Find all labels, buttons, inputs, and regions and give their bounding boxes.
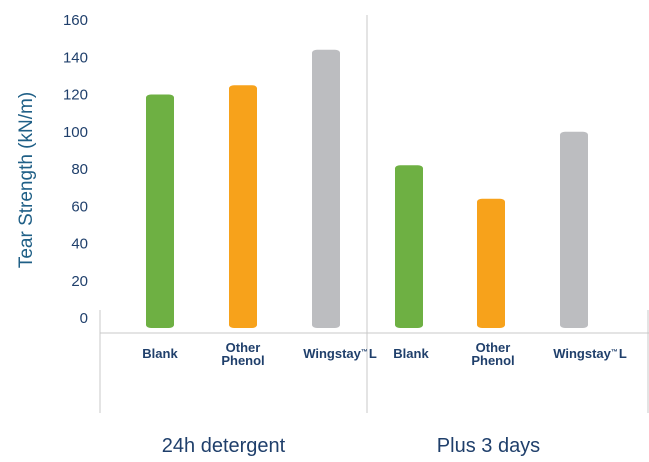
bar: [477, 198, 505, 328]
y-tick-label: 40: [71, 236, 88, 253]
y-tick-label: 160: [63, 12, 88, 29]
y-tick-label: 80: [71, 161, 88, 178]
y-axis-label: Tear Strength (kN/m): [16, 92, 37, 268]
y-tick-label: 20: [71, 273, 88, 290]
chart-frame: [99, 15, 649, 413]
group-labels: 24h detergent Plus 3 days: [162, 435, 540, 457]
bar: [395, 165, 423, 328]
group-label: Plus 3 days: [437, 435, 540, 457]
category-labels: Blank Other Phenol Wingstay™L Blank Other Phen…: [142, 340, 627, 368]
y-tick-label: 140: [63, 49, 88, 66]
y-tick-label: 120: [63, 87, 88, 104]
y-tick-label: 60: [71, 198, 88, 215]
bar: [312, 49, 340, 329]
category-label: Wingstay™L: [303, 346, 377, 361]
group-label: 24h detergent: [162, 435, 286, 457]
y-tick-label: 0: [80, 310, 88, 327]
category-label: Blank: [393, 346, 429, 361]
category-label: Wingstay™L: [553, 346, 627, 361]
category-label: Other Phenol: [221, 340, 264, 368]
bar: [146, 94, 174, 328]
category-label: Other Phenol: [471, 340, 514, 368]
y-tick-label: 100: [63, 124, 88, 141]
bar: [560, 131, 588, 328]
category-label: Blank: [142, 346, 178, 361]
y-axis-ticks: 0 20 40 60 80 100 120 140 160: [63, 12, 88, 327]
bar: [229, 85, 257, 328]
bars: [146, 49, 588, 329]
